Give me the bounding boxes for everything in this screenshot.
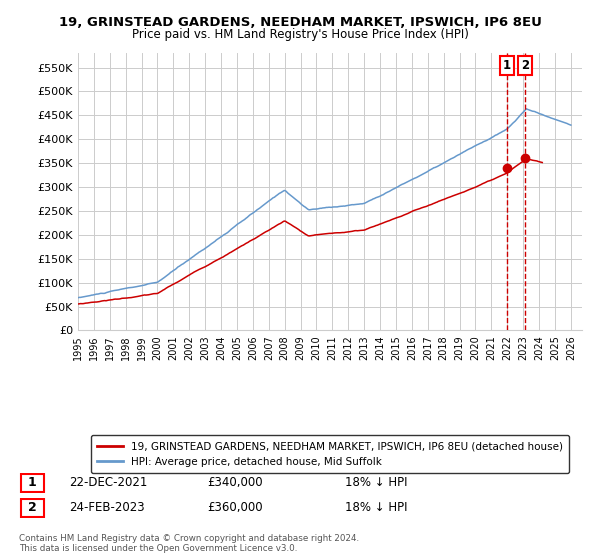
Text: 18% ↓ HPI: 18% ↓ HPI	[345, 501, 407, 515]
Text: Contains HM Land Registry data © Crown copyright and database right 2024.
This d: Contains HM Land Registry data © Crown c…	[19, 534, 359, 553]
Text: £360,000: £360,000	[207, 501, 263, 515]
Text: £340,000: £340,000	[207, 476, 263, 489]
Text: 2: 2	[521, 59, 529, 72]
Text: Price paid vs. HM Land Registry's House Price Index (HPI): Price paid vs. HM Land Registry's House …	[131, 28, 469, 41]
Text: 2: 2	[28, 501, 37, 515]
Text: 1: 1	[28, 476, 37, 489]
Text: 19, GRINSTEAD GARDENS, NEEDHAM MARKET, IPSWICH, IP6 8EU: 19, GRINSTEAD GARDENS, NEEDHAM MARKET, I…	[59, 16, 541, 29]
Text: 22-DEC-2021: 22-DEC-2021	[69, 476, 148, 489]
Text: 1: 1	[503, 59, 511, 72]
Text: 24-FEB-2023: 24-FEB-2023	[69, 501, 145, 515]
Text: 18% ↓ HPI: 18% ↓ HPI	[345, 476, 407, 489]
Legend: 19, GRINSTEAD GARDENS, NEEDHAM MARKET, IPSWICH, IP6 8EU (detached house), HPI: A: 19, GRINSTEAD GARDENS, NEEDHAM MARKET, I…	[91, 436, 569, 473]
